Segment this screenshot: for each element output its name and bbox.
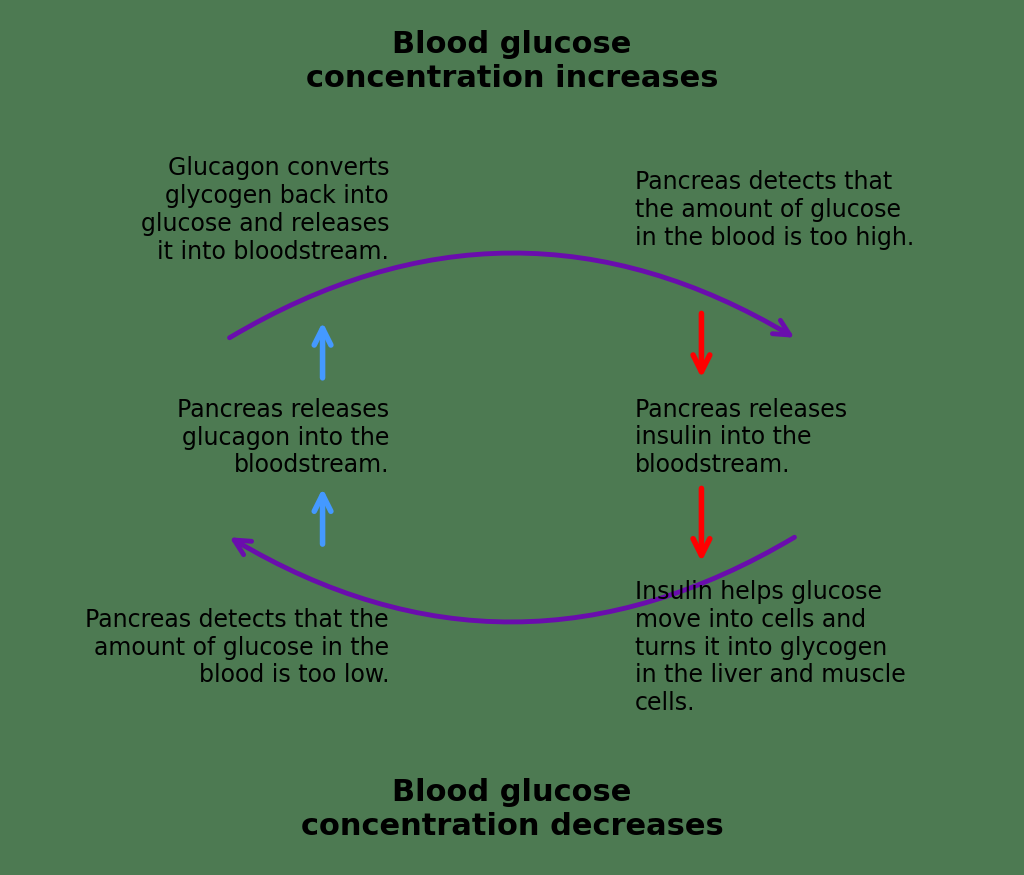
Text: Blood glucose
concentration decreases: Blood glucose concentration decreases [301, 778, 723, 841]
Text: Glucagon converts
glycogen back into
glucose and releases
it into bloodstream.: Glucagon converts glycogen back into glu… [140, 157, 389, 263]
Text: Insulin helps glucose
move into cells and
turns it into glycogen
in the liver an: Insulin helps glucose move into cells an… [635, 580, 905, 715]
Text: Blood glucose
concentration increases: Blood glucose concentration increases [306, 30, 718, 93]
Text: Pancreas detects that
the amount of glucose
in the blood is too high.: Pancreas detects that the amount of gluc… [635, 171, 914, 249]
Text: Pancreas detects that the
amount of glucose in the
blood is too low.: Pancreas detects that the amount of gluc… [85, 608, 389, 687]
Text: Pancreas releases
glucagon into the
bloodstream.: Pancreas releases glucagon into the bloo… [177, 398, 389, 477]
Text: Pancreas releases
insulin into the
bloodstream.: Pancreas releases insulin into the blood… [635, 398, 847, 477]
